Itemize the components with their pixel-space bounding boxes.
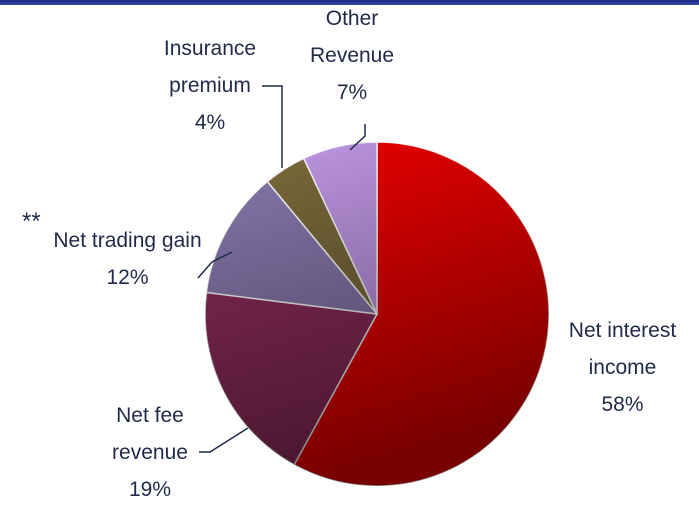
annotation: ** [22, 208, 41, 235]
value-label: 58% [601, 393, 644, 416]
category-label: Insurance premium [163, 37, 257, 97]
slice-label: Net fee revenue 19% [90, 397, 210, 508]
leader-line [349, 124, 366, 151]
slice-label: Net trading gain 12% [50, 222, 205, 296]
category-label: Net trading gain [53, 229, 202, 252]
value-label: 12% [106, 266, 149, 289]
top-bar [0, 0, 699, 5]
category-label: Net interest income [568, 319, 677, 379]
category-label: Other Revenue [309, 7, 395, 67]
leader-line [262, 85, 283, 168]
leader-line [197, 251, 233, 279]
value-label: 19% [128, 478, 172, 501]
value-label: 7% [336, 81, 368, 104]
leader-line [199, 427, 249, 453]
slice-label: Other Revenue 7% [300, 0, 404, 111]
value-label: 4% [194, 111, 226, 134]
slice-label: Net interest income 58% [545, 312, 699, 423]
category-label: Net fee revenue [112, 404, 188, 464]
slice-label: Insurance premium 4% [140, 30, 280, 141]
